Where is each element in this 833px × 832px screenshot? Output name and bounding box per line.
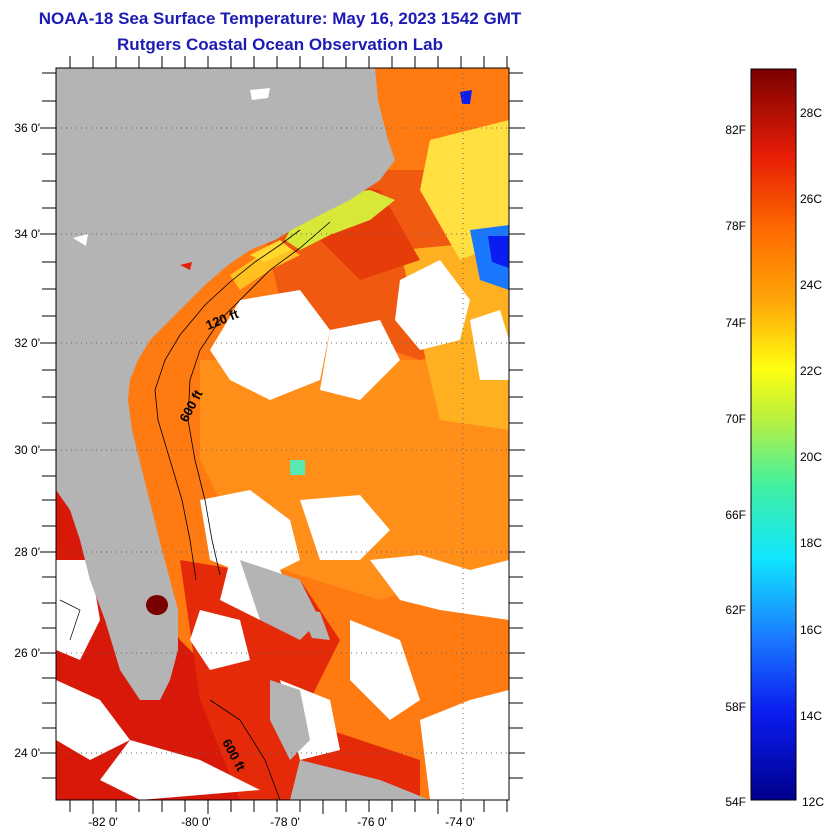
lat-label: 24 0' (14, 746, 40, 760)
lat-label: 32 0' (14, 336, 40, 350)
map-title: NOAA-18 Sea Surface Temperature: May 16,… (38, 9, 522, 28)
colorbar-celsius-label: 20C (800, 450, 822, 464)
map-frame (55, 67, 510, 801)
colorbar-fahrenheit-label: 58F (725, 700, 746, 714)
colorbar-fahrenheit-label: 54F (725, 795, 746, 809)
colorbar-celsius-label: 22C (800, 364, 822, 378)
colorbar-fahrenheit-label: 62F (725, 603, 746, 617)
colorbar-celsius-label: 14C (800, 709, 822, 723)
colorbar-fahrenheit-label: 78F (725, 219, 746, 233)
colorbar-fahrenheit-label: 70F (725, 412, 746, 426)
lon-label: -76 0' (357, 815, 387, 829)
colorbar-fahrenheit-label: 74F (725, 316, 746, 330)
lon-label: -74 0' (445, 815, 475, 829)
grid-lines (56, 68, 509, 800)
lat-label: 26 0' (14, 646, 40, 660)
colorbar-celsius-label: 18C (800, 536, 822, 550)
lon-label: -82 0' (88, 815, 118, 829)
lon-label: -78 0' (270, 815, 300, 829)
land-mass (56, 68, 395, 700)
temperature-colorbar (750, 68, 797, 801)
lat-label: 34 0' (14, 227, 40, 241)
colorbar-celsius-label: 12C (802, 795, 824, 809)
lat-label: 28 0' (14, 545, 40, 559)
colorbar-celsius-label: 16C (800, 623, 822, 637)
lat-label: 30 0' (14, 443, 40, 457)
colorbar-celsius-label: 28C (800, 106, 822, 120)
colorbar-celsius-label: 24C (800, 278, 822, 292)
lat-label: 36 0' (14, 121, 40, 135)
colorbar-celsius-label: 26C (800, 192, 822, 206)
colorbar-fahrenheit-label: 82F (725, 123, 746, 137)
colorbar-fahrenheit-label: 66F (725, 508, 746, 522)
lon-label: -80 0' (181, 815, 211, 829)
map-subtitle: Rutgers Coastal Ocean Observation Lab (117, 35, 443, 54)
